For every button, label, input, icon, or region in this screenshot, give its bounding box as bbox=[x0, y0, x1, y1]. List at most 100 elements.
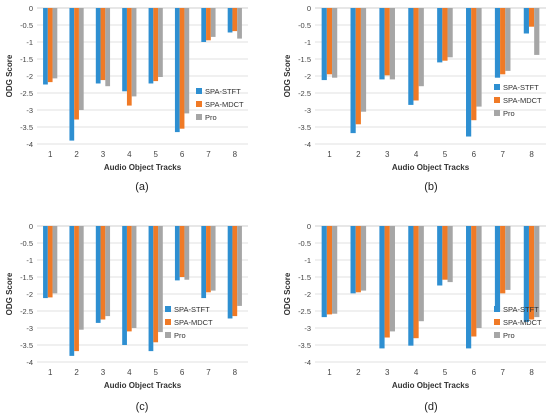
y-tick-label: -3.5 bbox=[20, 341, 33, 350]
y-tick-label: -0.5 bbox=[20, 21, 33, 30]
y-axis-title: ODG Score bbox=[5, 272, 14, 315]
bar-pro-8 bbox=[534, 226, 540, 318]
y-tick-label: -0.5 bbox=[298, 21, 311, 30]
bar-pro-3 bbox=[389, 226, 395, 332]
bar-pro-4 bbox=[418, 226, 424, 322]
bar-spa-stft-2 bbox=[69, 8, 75, 141]
bar-spa-mdct-4 bbox=[413, 8, 419, 101]
bar-spa-mdct-6 bbox=[179, 226, 185, 277]
bar-spa-mdct-1 bbox=[326, 226, 333, 315]
bar-spa-mdct-2 bbox=[74, 8, 79, 120]
x-tick-label: 1 bbox=[48, 368, 53, 377]
x-tick-label: 6 bbox=[472, 368, 477, 377]
bar-pro-3 bbox=[389, 8, 395, 80]
y-tick-label: 0 bbox=[29, 4, 33, 13]
bar-spa-stft-2 bbox=[69, 226, 75, 356]
bar-spa-mdct-2 bbox=[74, 226, 79, 352]
panel-caption: (a) bbox=[135, 181, 148, 193]
x-tick-label: 3 bbox=[101, 150, 106, 159]
bar-spa-stft-1 bbox=[321, 226, 327, 318]
y-tick-label: -1.5 bbox=[298, 55, 311, 64]
bar-pro-6 bbox=[476, 226, 482, 328]
legend-label-spa-stft: SPA-STFT bbox=[205, 87, 241, 96]
bar-pro-2 bbox=[360, 8, 367, 112]
legend-label-spa-mdct: SPA-MDCT bbox=[205, 100, 244, 109]
bar-pro-3 bbox=[105, 226, 111, 317]
x-tick-label: 4 bbox=[127, 368, 132, 377]
bar-spa-stft-8 bbox=[227, 226, 233, 319]
bar-pro-6 bbox=[476, 8, 482, 107]
bar-spa-mdct-1 bbox=[326, 8, 333, 75]
bar-spa-stft-1 bbox=[321, 8, 327, 81]
bar-spa-stft-7 bbox=[201, 226, 207, 299]
bar-spa-stft-1 bbox=[43, 8, 48, 85]
y-tick-label: -2 bbox=[26, 290, 33, 299]
chart-panel-1: 0 -0.5 -1 -1.5 -2 -2.5 -3 -3.5 -4 1 2 3 4 5 6 7 8 Audio O… bbox=[5, 4, 248, 193]
bar-spa-mdct-4 bbox=[413, 226, 419, 339]
y-tick-label: -1 bbox=[304, 256, 311, 265]
x-tick-label: 4 bbox=[127, 150, 132, 159]
bar-spa-stft-6 bbox=[174, 8, 180, 133]
y-tick-label: -2.5 bbox=[20, 89, 33, 98]
bar-spa-mdct-7 bbox=[500, 8, 506, 75]
bar-spa-mdct-1 bbox=[47, 226, 53, 298]
chart-panel-2: 0 -0.5 -1 -1.5 -2 -2.5 -3 -3.5 -4 1 2 3 4 5 6 7 8 Audio O… bbox=[283, 4, 546, 193]
bar-spa-mdct-8 bbox=[528, 226, 535, 320]
y-tick-label: -2.5 bbox=[298, 307, 311, 316]
bar-pro-2 bbox=[78, 8, 84, 110]
x-axis-title: Audio Object Tracks bbox=[104, 381, 182, 390]
x-tick-label: 7 bbox=[206, 368, 211, 377]
bar-spa-mdct-3 bbox=[384, 226, 390, 338]
bar-spa-stft-7 bbox=[494, 8, 501, 78]
bar-spa-stft-7 bbox=[494, 226, 501, 311]
x-tick-label: 7 bbox=[206, 150, 211, 159]
y-tick-label: -2 bbox=[304, 72, 311, 81]
y-tick-label: 0 bbox=[307, 222, 311, 231]
bar-spa-stft-5 bbox=[148, 226, 154, 352]
bar-pro-3 bbox=[105, 8, 111, 87]
y-tick-label: -1 bbox=[26, 256, 33, 265]
y-tick-label: -1.5 bbox=[20, 55, 33, 64]
y-tick-label: -3.5 bbox=[20, 123, 33, 132]
x-tick-label: 6 bbox=[472, 150, 477, 159]
legend-label-spa-mdct: SPA-MDCT bbox=[174, 318, 213, 327]
bar-pro-1 bbox=[52, 226, 58, 294]
y-tick-label: -1 bbox=[26, 38, 33, 47]
y-axis-title: ODG Score bbox=[5, 54, 14, 97]
bar-spa-stft-8 bbox=[523, 8, 529, 34]
x-tick-label: 8 bbox=[233, 368, 238, 377]
bar-pro-7 bbox=[210, 226, 216, 291]
x-tick-label: 3 bbox=[385, 368, 390, 377]
y-tick-label: -3 bbox=[304, 106, 311, 115]
y-tick-label: -3.5 bbox=[298, 123, 311, 132]
bar-spa-stft-5 bbox=[437, 8, 443, 63]
x-tick-label: 1 bbox=[327, 368, 332, 377]
legend-swatch-pro bbox=[494, 332, 500, 338]
panel-caption: (c) bbox=[136, 401, 149, 413]
bar-pro-8 bbox=[237, 8, 242, 39]
y-axis-title: ODG Score bbox=[283, 272, 292, 315]
legend-label-spa-mdct: SPA-MDCT bbox=[503, 96, 542, 105]
legend-label-spa-stft: SPA-STFT bbox=[174, 305, 210, 314]
bar-spa-stft-1 bbox=[43, 226, 48, 299]
bar-spa-mdct-8 bbox=[232, 226, 238, 317]
x-tick-label: 4 bbox=[414, 368, 419, 377]
x-tick-label: 2 bbox=[356, 368, 361, 377]
x-tick-label: 8 bbox=[233, 150, 238, 159]
y-tick-label: 0 bbox=[307, 4, 311, 13]
bar-spa-mdct-3 bbox=[384, 8, 390, 76]
bar-pro-7 bbox=[505, 226, 511, 290]
bar-pro-5 bbox=[447, 226, 453, 283]
x-tick-label: 8 bbox=[529, 150, 534, 159]
bar-spa-mdct-2 bbox=[355, 226, 361, 293]
legend-swatch-spa-stft bbox=[165, 306, 171, 312]
bar-pro-5 bbox=[158, 8, 163, 78]
x-axis-title: Audio Object Tracks bbox=[392, 381, 470, 390]
legend-label-pro: Pro bbox=[503, 109, 515, 118]
bar-spa-stft-3 bbox=[379, 226, 385, 349]
bar-spa-mdct-4 bbox=[126, 8, 132, 106]
x-tick-label: 2 bbox=[74, 368, 79, 377]
bar-pro-6 bbox=[184, 226, 190, 280]
chart-panel-4: 0 -0.5 -1 -1.5 -2 -2.5 -3 -3.5 -4 1 2 3 4 5 6 7 8 Audio O… bbox=[283, 222, 546, 413]
legend-label-pro: Pro bbox=[205, 113, 217, 122]
